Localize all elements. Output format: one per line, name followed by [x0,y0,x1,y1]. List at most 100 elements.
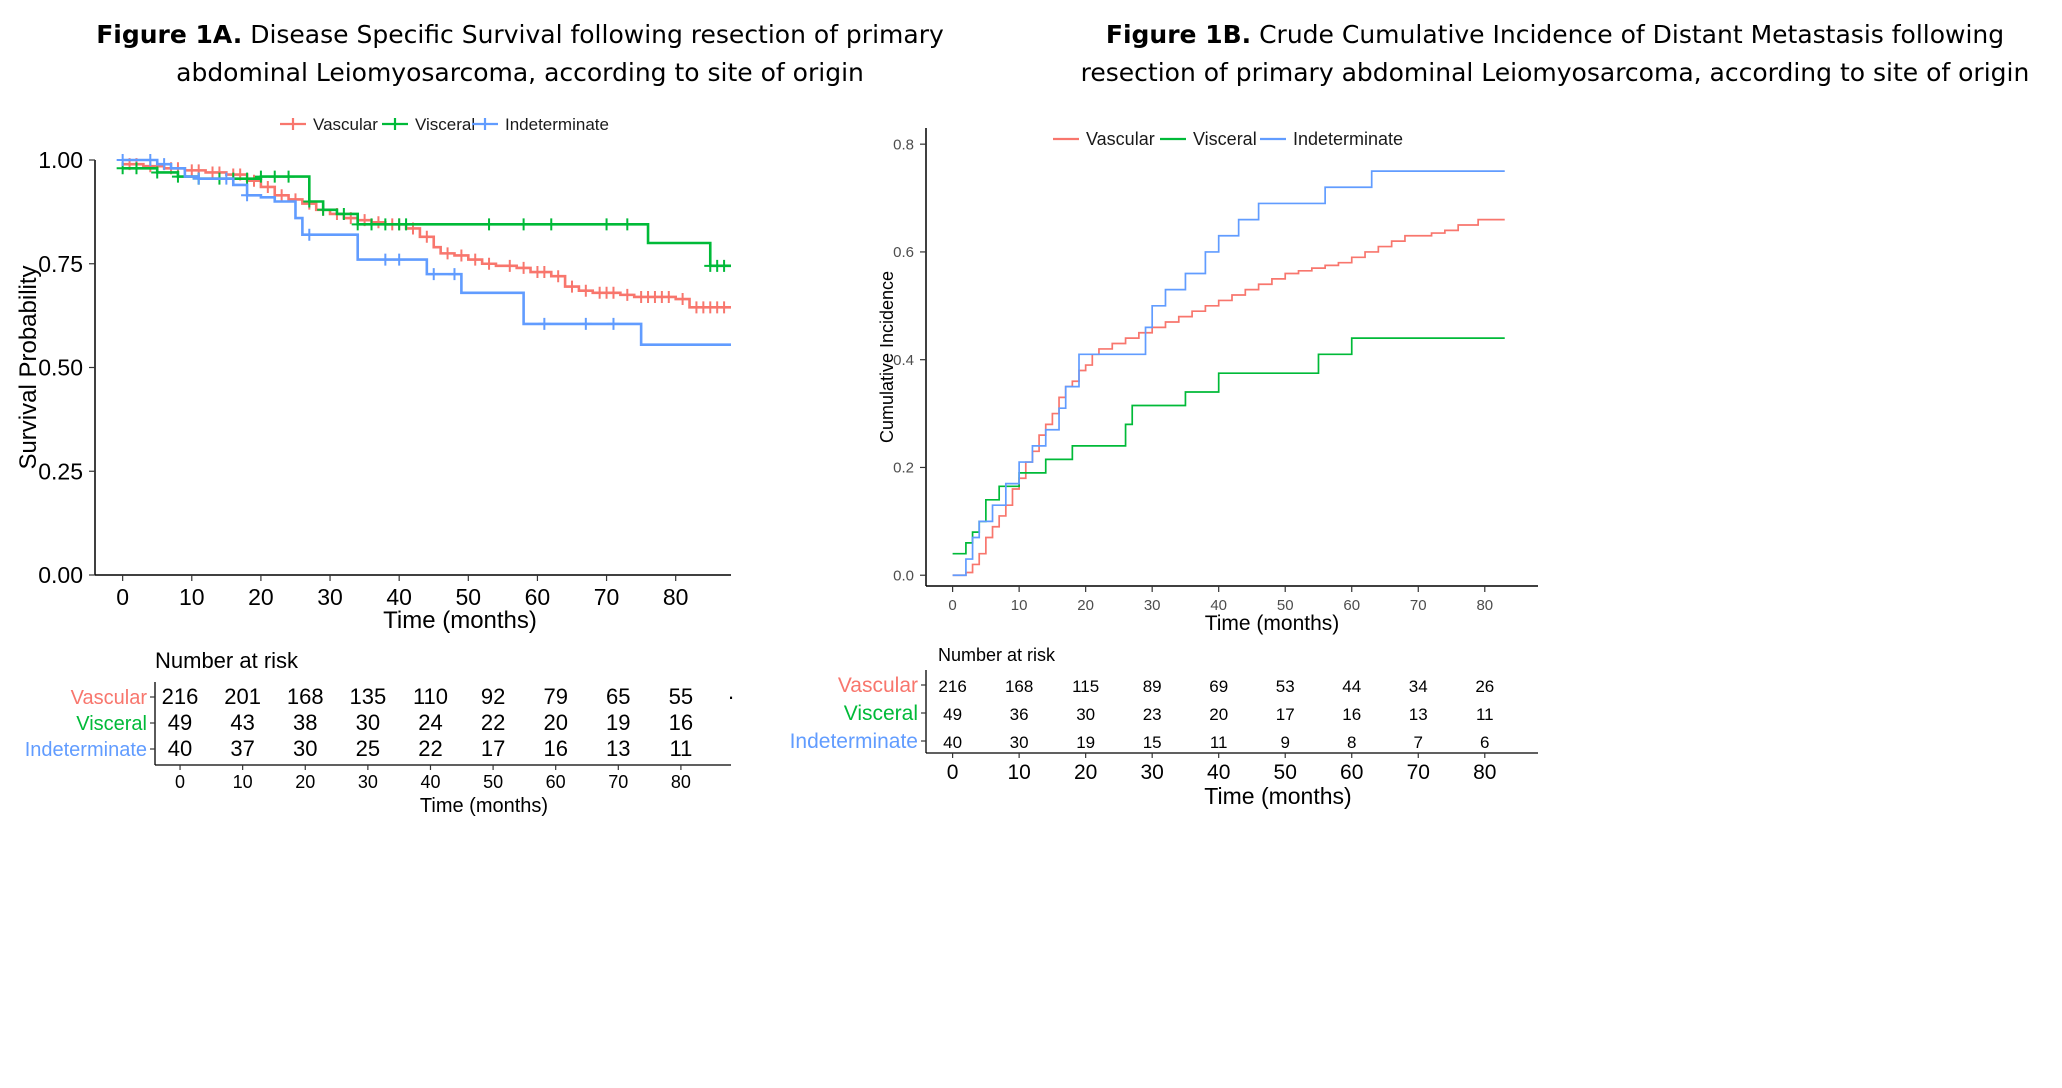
risk-x-tick-label: 20 [295,772,315,792]
censor-mark-indeterminate [158,158,171,171]
risk-value-indeterminate: 6 [1480,733,1489,752]
x-tick-label: 10 [179,584,205,610]
censor-mark-vascular [441,247,454,260]
censor-mark-vascular [469,253,482,266]
censor-mark-visceral [317,203,330,216]
risk-value-indeterminate: 22 [418,736,442,761]
risk-value-vascular: 110 [413,684,448,709]
censor-mark-vascular [483,257,496,270]
risk-row-label-indeterminate: Indeterminate [25,739,147,761]
censor-mark-visceral [130,162,143,175]
risk-value-visceral: 20 [1209,705,1228,724]
y-tick-label: 0.2 [893,460,914,477]
censor-mark-visceral [517,218,530,231]
x-tick-label: 0 [948,597,956,614]
legend-label-indeterminate: Indeterminate [505,115,609,134]
x-tick-label: 30 [317,584,343,610]
risk-value-indeterminate: 16 [543,736,567,761]
risk-x-tick-label: 70 [608,772,628,792]
figure-1b-title-line2: resection of primary abdominal Leiomyosa… [1080,58,2030,87]
censor-mark-indeterminate [427,268,440,281]
censor-mark-visceral [241,172,254,185]
y-tick-label: 1.00 [38,147,83,173]
y-axis-label: Survival Probability [15,265,42,469]
figure-1b-plot: 0.00.20.40.60.80 10 20 30 40 50 60 70 80Cumulati… [790,128,1538,809]
censor-mark-indeterminate [538,317,551,330]
risk-value-visceral: 16 [1342,705,1361,724]
risk-x-tick-label: 50 [1274,761,1297,784]
y-tick-label: 0.25 [38,458,83,484]
censor-mark-visceral [379,218,392,231]
risk-x-tick-label: 0 [947,761,959,784]
x-tick-label: 60 [1343,597,1360,614]
y-axis-label: Cumulative Incidence [877,271,897,443]
x-tick-label: 20 [1077,597,1094,614]
risk-x-tick-label: 30 [1140,761,1163,784]
risk-value-indeterminate: 15 [1143,733,1162,752]
censor-mark-indeterminate [579,317,592,330]
x-tick-label: 50 [1277,597,1294,614]
risk-value-indeterminate: 25 [356,736,380,761]
censor-mark-visceral [621,218,634,231]
censor-mark-indeterminate [116,154,129,166]
risk-value-visceral: 13 [1409,705,1428,724]
censor-mark-indeterminate [241,189,254,202]
censor-mark-vascular [275,189,288,202]
censor-mark-vascular [662,290,675,303]
risk-row-label-indeterminate: Indeterminate [790,730,918,753]
censor-mark-vascular [579,284,592,297]
censor-mark-vascular [248,174,260,187]
risk-x-tick-label: 70 [1407,761,1430,784]
censor-mark-indeterminate [303,228,316,241]
censor-mark-vascular [566,280,578,293]
risk-x-tick-label: 20 [1074,761,1097,784]
risk-x-tick-label: 40 [420,772,440,792]
x-tick-label: 20 [248,584,274,610]
censor-mark-vascular [261,180,274,193]
risk-x-tick-label: 50 [483,772,503,792]
risk-value-vascular: 168 [287,684,324,709]
censor-mark-vascular [503,259,516,272]
censor-mark-visceral [400,218,413,231]
risk-table-x-axis-label: Time (months) [420,795,548,817]
risk-value-vascular: 79 [543,684,567,709]
risk-x-tick-label: 0 [175,772,185,792]
y-tick-label: 0.4 [893,352,914,369]
risk-value-vascular: 115 [1072,677,1099,696]
risk-value-vascular: 201 [224,684,261,709]
risk-row-label-visceral: Visceral [844,702,918,725]
figure-1b-title-line1: Crude Cumulative Incidence of Distant Me… [1251,20,2005,49]
risk-value-vascular: 168 [1005,677,1033,696]
risk-x-tick-label: 60 [1340,761,1363,784]
x-tick-label: 0 [116,584,129,610]
risk-value-vascular: 55 [669,684,693,709]
censor-mark-vascular [552,270,565,283]
risk-value-indeterminate: 11 [1210,733,1228,752]
figure-1b-label: Figure 1B. [1105,20,1252,49]
censor-mark-vascular [621,288,634,301]
risk-value-indeterminate: 40 [943,733,962,752]
risk-value-visceral: 22 [481,710,505,735]
censor-mark-vascular [718,301,731,314]
risk-value-vascular: 135 [350,684,387,709]
y-tick-label: 0.50 [38,355,83,381]
censor-mark-indeterminate [144,154,157,166]
x-tick-label: 40 [1210,597,1227,614]
risk-value-indeterminate: 13 [606,736,630,761]
series-line-visceral [122,167,731,268]
risk-value-visceral: 20 [543,710,567,735]
legend-label-vascular: Vascular [1086,129,1155,149]
risk-value-visceral: 30 [356,710,380,735]
censor-mark-visceral [171,170,184,183]
y-tick-label: 0.8 [893,136,914,153]
series-line-vascular [952,218,1505,577]
risk-row-label-visceral: Visceral [76,713,147,735]
censor-mark-vascular [420,230,433,243]
risk-table-title: Number at risk [938,645,1056,665]
risk-value-vascular: 34 [1409,677,1428,696]
censor-mark-visceral [303,195,316,208]
censor-mark-visceral [268,170,281,183]
legend-label-vascular: Vascular [313,115,378,134]
y-tick-label: 0.75 [38,251,83,277]
censor-mark-vascular [607,286,620,299]
